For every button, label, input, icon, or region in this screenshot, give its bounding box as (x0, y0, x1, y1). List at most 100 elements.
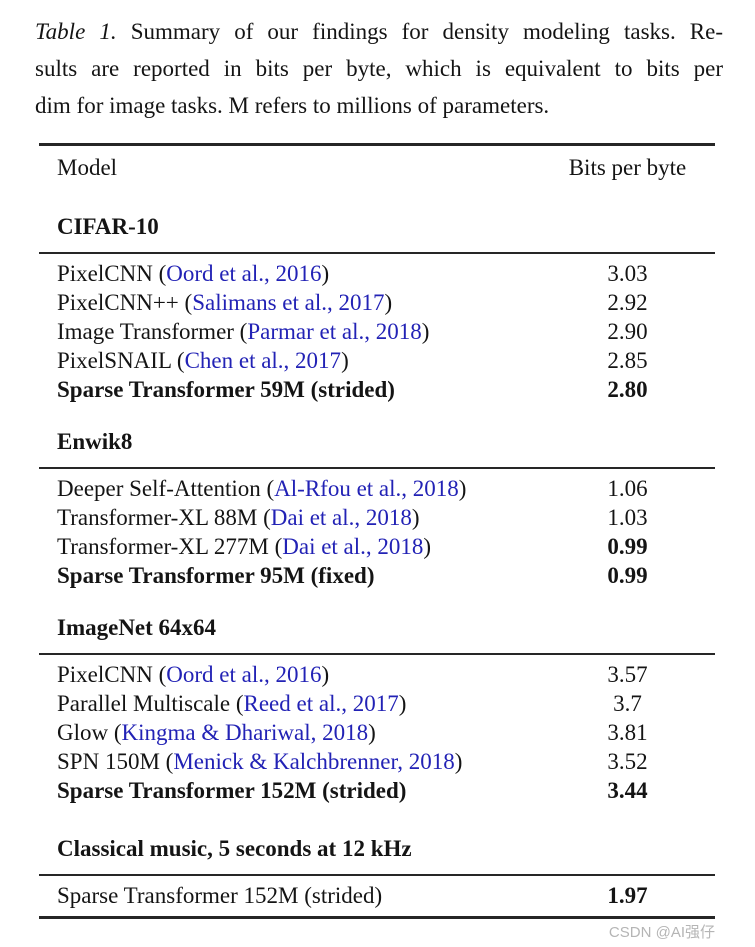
table-sections: CIFAR-10 PixelCNN (Oord et al., 2016) 3.03… (39, 213, 715, 910)
model-cell: Transformer-XL 88M (Dai et al., 2018) (39, 503, 540, 532)
model-cell: Parallel Multiscale (Reed et al., 2017) (39, 689, 540, 718)
column-header-model: Model (57, 155, 118, 180)
model-cell: Sparse Transformer 152M (strided) (39, 776, 540, 805)
results-table: Model Bits per byte CIFAR-10 PixelCNN (Oo… (39, 143, 715, 919)
model-text: Sparse Transformer 59M (strided) (57, 377, 395, 402)
citation-link[interactable]: Reed et al., 2017 (243, 691, 399, 716)
citation-link[interactable]: Chen et al., 2017 (184, 348, 342, 373)
citation-link[interactable]: Kingma & Dhariwal, 2018 (121, 720, 369, 745)
value-cell: 3.7 (613, 691, 642, 716)
model-text-post: ) (321, 261, 330, 286)
model-text: Sparse Transformer 95M (fixed) (57, 563, 375, 588)
citation-link[interactable]: Menick & Kalchbrenner, 2018 (173, 749, 455, 774)
model-text: Parallel Multiscale ( (57, 691, 244, 716)
citation-link[interactable]: Dai et al., 2018 (270, 505, 412, 530)
model-cell: PixelCNN (Oord et al., 2016) (39, 259, 540, 288)
section-title: CIFAR-10 (57, 214, 159, 239)
model-text: PixelCNN ( (57, 261, 167, 286)
caption-line-2: sults are reported in bits per byte, whi… (35, 56, 723, 81)
model-cell: Sparse Transformer 59M (strided) (39, 375, 540, 404)
value-cell: 2.85 (607, 348, 648, 373)
model-text: Sparse Transformer 152M (strided) (57, 778, 407, 803)
model-cell: SPN 150M (Menick & Kalchbrenner, 2018) (39, 747, 540, 776)
table-header-row: Model Bits per byte (39, 154, 715, 181)
citation-link[interactable]: Parmar et al., 2018 (247, 319, 422, 344)
table-row: PixelSNAIL (Chen et al., 2017) 2.85 (39, 346, 715, 375)
citation-link[interactable]: Oord et al., 2016 (166, 261, 322, 286)
section-rows: PixelCNN (Oord et al., 2016) 3.57 Parallel… (39, 655, 715, 805)
model-text-post: ) (398, 691, 407, 716)
section-rule (39, 653, 715, 655)
table-row: Deeper Self-Attention (Al-Rfou et al., 2… (39, 474, 715, 503)
model-text: Sparse Transformer 152M (strided) (57, 883, 383, 908)
section-title: Enwik8 (57, 429, 133, 454)
value-cell: 3.52 (607, 749, 648, 774)
table-row: Glow (Kingma & Dhariwal, 2018) 3.81 (39, 718, 715, 747)
caption-line-3: dim for image tasks. M refers to million… (35, 93, 550, 118)
section-rows: Sparse Transformer 152M (strided) 1.97 (39, 876, 715, 910)
model-text: Transformer-XL 88M ( (57, 505, 271, 530)
value-cell: 1.03 (607, 505, 648, 530)
section-title: ImageNet 64x64 (57, 615, 217, 640)
table-row: PixelCNN (Oord et al., 2016) 3.03 (39, 259, 715, 288)
model-text-post: ) (384, 290, 393, 315)
caption-label: Table 1. (35, 19, 117, 44)
value-cell: 3.81 (607, 720, 648, 745)
table-row: Transformer-XL 277M (Dai et al., 2018) 0.… (39, 532, 715, 561)
table-row: Sparse Transformer 152M (strided) 3.44 (39, 776, 715, 805)
caption-line-1: Table 1. Summary of our findings for den… (35, 13, 723, 50)
model-text-post: ) (421, 319, 430, 344)
value-cell: 2.92 (607, 290, 648, 315)
model-text-post: ) (458, 476, 467, 501)
model-text: Glow ( (57, 720, 122, 745)
section-rows: Deeper Self-Attention (Al-Rfou et al., 2… (39, 469, 715, 590)
citation-link[interactable]: Salimans et al., 2017 (192, 290, 385, 315)
model-text: Image Transformer ( (57, 319, 248, 344)
value-cell: 3.57 (607, 662, 648, 687)
caption-text-1: Summary of our findings for density mode… (130, 19, 724, 44)
model-text-post: ) (321, 662, 330, 687)
column-header-bits-per-byte: Bits per byte (568, 155, 687, 180)
value-cell: 0.99 (607, 563, 648, 588)
value-cell: 3.44 (607, 778, 648, 803)
table-row: PixelCNN (Oord et al., 2016) 3.57 (39, 660, 715, 689)
model-cell: Image Transformer (Parmar et al., 2018) (39, 317, 540, 346)
model-text-post: ) (341, 348, 349, 373)
model-text-post: ) (454, 749, 463, 774)
citation-link[interactable]: Al-Rfou et al., 2018 (274, 476, 459, 501)
model-text: SPN 150M ( (57, 749, 174, 774)
model-text: Transformer-XL 277M ( (57, 534, 283, 559)
model-text: PixelCNN++ ( (57, 290, 193, 315)
value-cell: 3.03 (607, 261, 648, 286)
value-cell: 2.90 (607, 319, 648, 344)
model-text: PixelSNAIL ( (57, 348, 185, 373)
citation-link[interactable]: Dai et al., 2018 (282, 534, 424, 559)
table-row: Sparse Transformer 59M (strided) 2.80 (39, 375, 715, 404)
section-rule (39, 252, 715, 254)
section-rows: PixelCNN (Oord et al., 2016) 3.03 PixelCNN… (39, 254, 715, 404)
model-text: Deeper Self-Attention ( (57, 476, 275, 501)
model-text-post: ) (368, 720, 376, 745)
table-row: Sparse Transformer 152M (strided) 1.97 (39, 881, 715, 910)
model-cell: PixelCNN++ (Salimans et al., 2017) (39, 288, 540, 317)
model-cell: PixelSNAIL (Chen et al., 2017) (39, 346, 540, 375)
model-cell: Sparse Transformer 95M (fixed) (39, 561, 540, 590)
value-cell: 1.06 (607, 476, 648, 501)
table-row: Sparse Transformer 95M (fixed) 0.99 (39, 561, 715, 590)
section-title: Classical music, 5 seconds at 12 kHz (57, 836, 412, 861)
table-caption: Table 1. Summary of our findings for den… (35, 13, 723, 124)
table-top-rule (39, 143, 715, 146)
citation-link[interactable]: Oord et al., 2016 (166, 662, 322, 687)
table-row: SPN 150M (Menick & Kalchbrenner, 2018) 3.… (39, 747, 715, 776)
watermark: CSDN @AI强仔 (608, 924, 715, 941)
section-rule (39, 467, 715, 469)
model-cell: PixelCNN (Oord et al., 2016) (39, 660, 540, 689)
model-cell: Glow (Kingma & Dhariwal, 2018) (39, 718, 540, 747)
table-row: PixelCNN++ (Salimans et al., 2017) 2.92 (39, 288, 715, 317)
model-text-post: ) (411, 505, 420, 530)
model-cell: Sparse Transformer 152M (strided) (39, 881, 540, 910)
table-row: Transformer-XL 88M (Dai et al., 2018) 1.0… (39, 503, 715, 532)
model-text: PixelCNN ( (57, 662, 167, 687)
section-rule (39, 874, 715, 876)
